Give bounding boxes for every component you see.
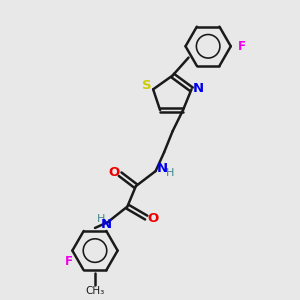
Text: N: N xyxy=(193,82,204,95)
Text: F: F xyxy=(238,40,246,53)
Text: F: F xyxy=(64,255,73,268)
Text: O: O xyxy=(109,167,120,179)
Text: S: S xyxy=(142,79,152,92)
Text: N: N xyxy=(101,218,112,231)
Text: H: H xyxy=(97,214,106,224)
Text: CH₃: CH₃ xyxy=(85,286,105,296)
Text: H: H xyxy=(166,168,174,178)
Text: O: O xyxy=(148,212,159,225)
Text: N: N xyxy=(157,162,168,175)
